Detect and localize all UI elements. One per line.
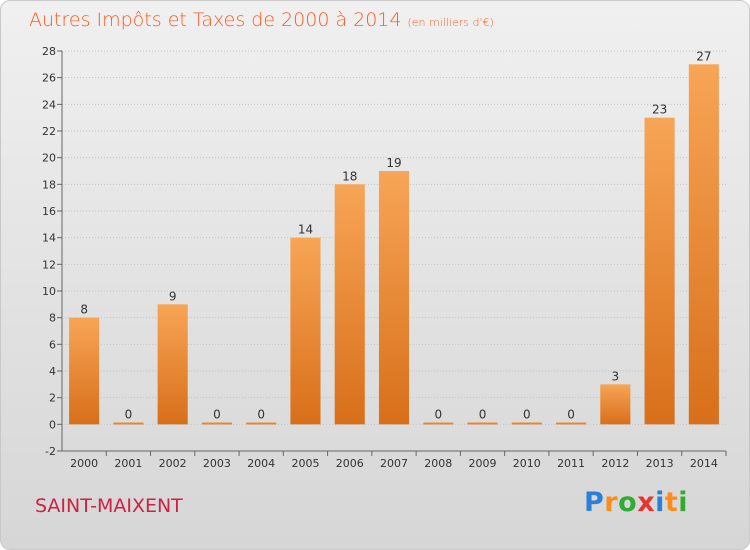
y-tick-label: 12 [42, 258, 56, 271]
bar-2001 [113, 422, 144, 425]
bar-2004 [246, 422, 277, 425]
data-label-2012: 3 [612, 369, 620, 383]
y-tick-label: 0 [49, 418, 56, 431]
data-labels: 8 0 9 0 0 14 18 19 0 0 0 0 3 23 27 [80, 49, 711, 421]
chart-title: Autres Impôts et Taxes de 2000 à 2014 (en… [29, 9, 494, 31]
x-tick-label: 2007 [380, 457, 408, 470]
y-tick-label: 28 [42, 45, 56, 58]
y-tick-label: 6 [49, 338, 56, 351]
logo-letter: o [618, 487, 638, 518]
bar-2006 [334, 184, 365, 425]
logo-letter: t [664, 487, 679, 518]
x-tick-label: 2009 [469, 457, 497, 470]
y-tick-label: 26 [42, 72, 56, 85]
bars [69, 64, 719, 425]
y-tick-label: 22 [42, 125, 56, 138]
logo-letter: i [655, 487, 665, 518]
y-tick-label: 18 [42, 178, 56, 191]
x-tick-label: 2000 [70, 457, 98, 470]
data-label-2011: 0 [567, 407, 575, 421]
data-label-2004: 0 [257, 407, 265, 421]
chart-title-text: Autres Impôts et Taxes de 2000 à 2014 [29, 9, 402, 31]
y-tick-label: -2 [45, 445, 56, 458]
bar-2009 [467, 422, 498, 425]
x-tick-label: 2010 [513, 457, 541, 470]
data-label-2003: 0 [213, 407, 221, 421]
data-label-2010: 0 [523, 407, 531, 421]
logo-letter: i [678, 487, 689, 518]
data-label-2006: 18 [342, 169, 357, 183]
bar-2003 [201, 422, 232, 425]
bar-2011 [556, 422, 587, 425]
x-tick-label: 2012 [601, 457, 629, 470]
y-tick-label: 2 [49, 392, 56, 405]
bar-2000 [69, 317, 100, 425]
x-tick-label: 2003 [203, 457, 231, 470]
y-tick-label: 14 [42, 232, 56, 245]
proxiti-logo: Proxiti [584, 487, 688, 518]
x-tick-label: 2006 [336, 457, 364, 470]
y-tick-label: 4 [49, 365, 56, 378]
x-tick-label: 2014 [690, 457, 718, 470]
logo-letter: x [637, 487, 656, 518]
data-label-2005: 14 [298, 223, 313, 237]
x-tick-label: 2004 [247, 457, 275, 470]
data-label-2014: 27 [696, 49, 711, 63]
bar-2002 [157, 304, 188, 425]
data-label-2002: 9 [169, 289, 177, 303]
data-label-2008: 0 [434, 407, 442, 421]
x-tick-label: 2013 [646, 457, 674, 470]
y-tick-label: 20 [42, 152, 56, 165]
bar-2007 [378, 171, 410, 425]
y-tick-label: 24 [42, 98, 56, 111]
x-tick-label: 2008 [424, 457, 452, 470]
logo-letter: P [584, 487, 605, 518]
bar-2013 [644, 117, 675, 425]
data-label-2007: 19 [386, 156, 401, 170]
bar-2005 [290, 237, 321, 425]
x-tick-label: 2001 [114, 457, 142, 470]
bar-2008 [423, 422, 454, 425]
x-tick-label: 2002 [159, 457, 187, 470]
logo-letter: r [604, 487, 619, 518]
y-tick-label: 8 [49, 312, 56, 325]
y-tick-label: 10 [42, 285, 56, 298]
chart-subtitle: (en milliers d'€) [407, 16, 494, 29]
data-label-2000: 8 [80, 303, 88, 317]
data-label-2009: 0 [479, 407, 487, 421]
data-label-2001: 0 [125, 407, 133, 421]
bar-2014 [688, 64, 719, 425]
bar-2010 [511, 422, 542, 425]
commune-name: SAINT-MAIXENT [35, 495, 183, 517]
data-label-2013: 23 [652, 103, 667, 117]
bar-2012 [600, 384, 631, 425]
x-tick-label: 2011 [557, 457, 585, 470]
y-tick-label: 16 [42, 205, 56, 218]
x-tick-label: 2005 [291, 457, 319, 470]
